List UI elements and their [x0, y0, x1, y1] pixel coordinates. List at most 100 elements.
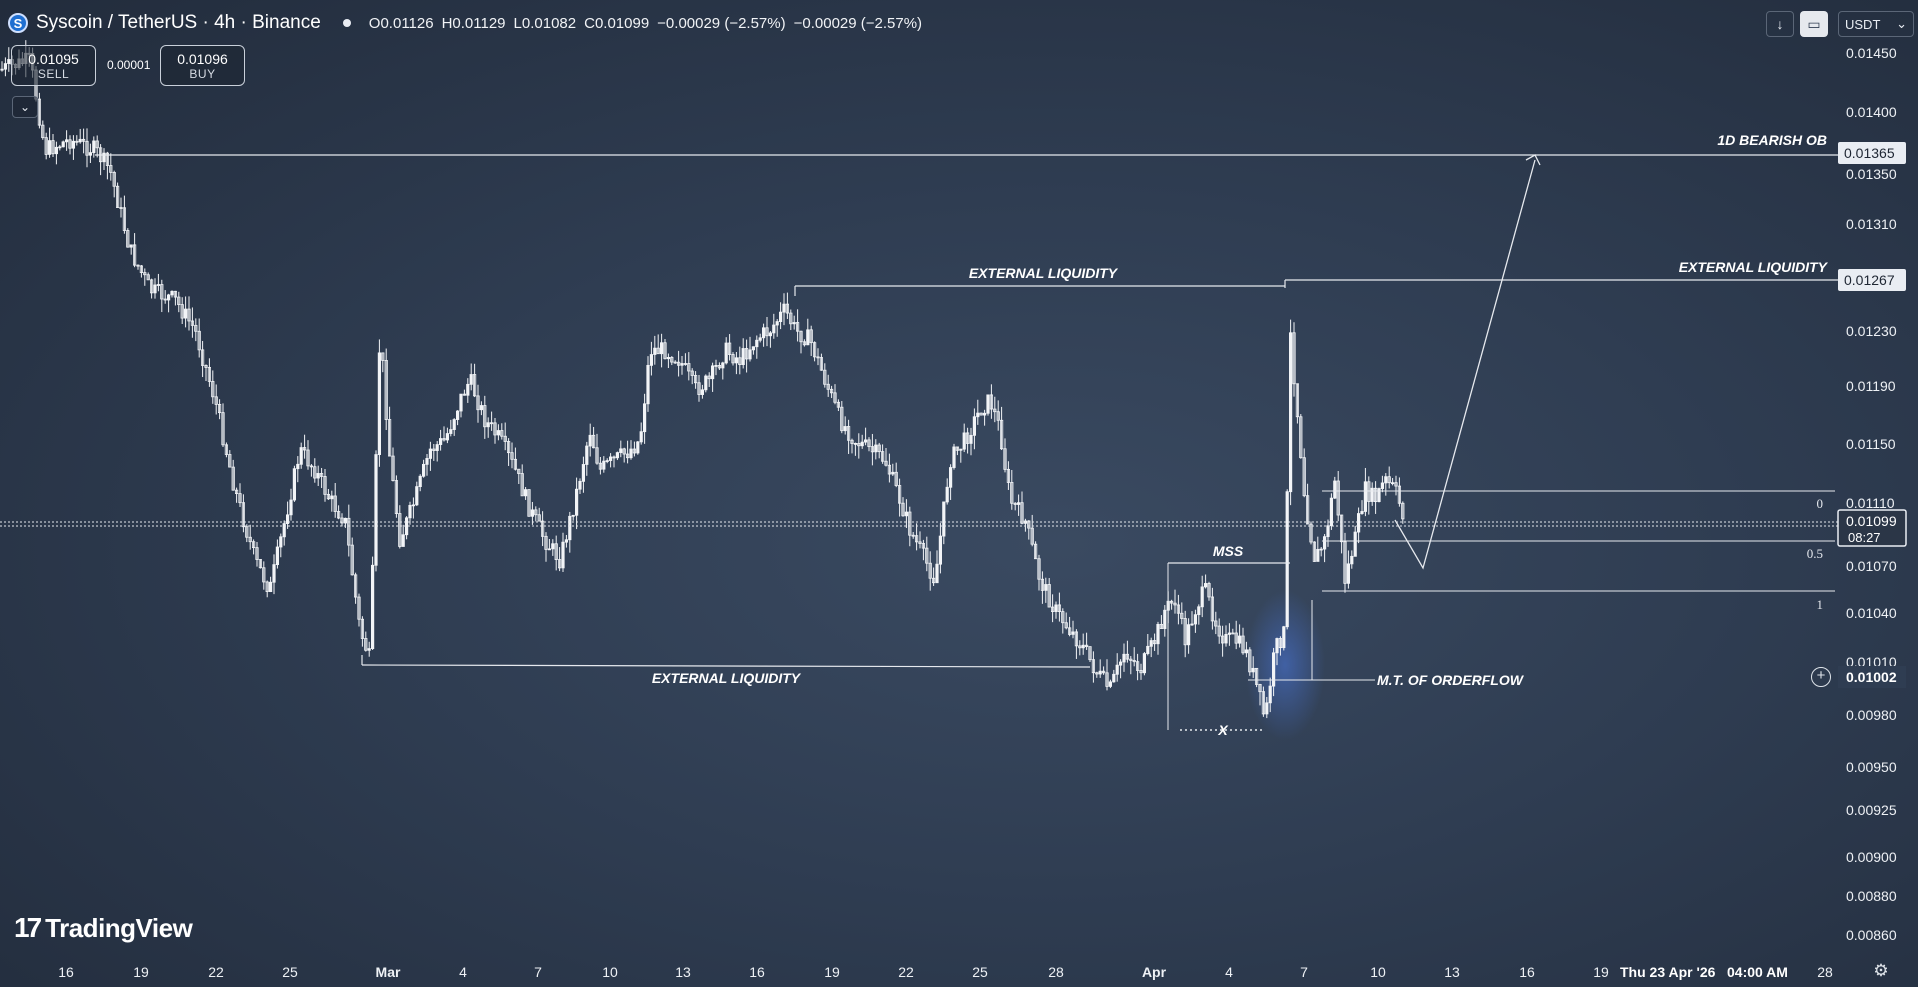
- annotation-label[interactable]: X: [1217, 722, 1229, 738]
- time-axis[interactable]: 16 19 22 25 Mar 4 7 10 13 16 19 22 25 28 Apr 4 7 10 13 16 19…: [58, 964, 1833, 980]
- candle-body: [425, 458, 429, 465]
- candle-body: [843, 426, 847, 432]
- candle: [962, 423, 966, 453]
- annotation-label[interactable]: MSS: [1213, 543, 1244, 559]
- sell-button[interactable]: 0.01095 SELL: [11, 45, 96, 86]
- candle-body: [932, 577, 936, 584]
- candle-body: [568, 515, 572, 541]
- candle-body: [126, 230, 130, 248]
- x-tick-label[interactable]: Mar: [376, 964, 401, 980]
- x-tick-label[interactable]: 28: [1817, 964, 1833, 980]
- x-tick-label[interactable]: 16: [749, 964, 765, 980]
- candle-body: [1020, 502, 1024, 524]
- x-tick-label[interactable]: 13: [1444, 964, 1460, 980]
- candle-body: [200, 349, 205, 366]
- x-tick-label[interactable]: 10: [602, 964, 618, 980]
- price-label-box: [1838, 269, 1906, 291]
- candle-body: [37, 98, 42, 126]
- candle: [299, 442, 303, 469]
- x-tick-label[interactable]: 7: [1300, 964, 1308, 980]
- annotation-label[interactable]: EXTERNAL LIQUIDITY: [1679, 259, 1829, 275]
- x-tick-label[interactable]: 19: [824, 964, 840, 980]
- candle-body: [496, 430, 501, 436]
- candle: [1034, 541, 1038, 560]
- candle: [1306, 483, 1310, 525]
- candle-body: [598, 462, 603, 470]
- ohlc-high: H0.01129: [441, 14, 506, 32]
- projection-arrowhead-icon[interactable]: [1525, 154, 1541, 166]
- sell-price: 0.01095: [28, 50, 79, 67]
- candle-body: [231, 466, 235, 491]
- candle: [330, 490, 334, 512]
- candle: [1115, 653, 1119, 682]
- x-tick-label[interactable]: 13: [675, 964, 691, 980]
- candle-body: [1088, 646, 1092, 661]
- candle: [496, 424, 501, 441]
- candle: [867, 437, 871, 452]
- symbol-title[interactable]: Syscoin / TetherUS · 4h · Binance: [36, 12, 321, 33]
- x-tick-label[interactable]: 4: [459, 964, 467, 980]
- candle: [272, 554, 276, 595]
- x-tick-label[interactable]: 19: [133, 964, 149, 980]
- candle-body: [898, 485, 902, 504]
- x-tick-label[interactable]: 22: [208, 964, 224, 980]
- candle: [1003, 438, 1007, 473]
- candle-body: [1217, 625, 1221, 637]
- candle: [119, 197, 123, 218]
- candle-body: [1333, 480, 1337, 499]
- download-arrow-icon[interactable]: ↓: [1766, 11, 1794, 37]
- candle-body: [285, 514, 290, 524]
- x-tick-label[interactable]: 4: [1225, 964, 1233, 980]
- candle-body: [942, 501, 946, 537]
- candle-body: [687, 363, 691, 372]
- x-tick-label[interactable]: 16: [1519, 964, 1535, 980]
- candle-body: [1190, 623, 1194, 626]
- candle-body: [904, 511, 909, 517]
- gear-icon[interactable]: ⚙: [1873, 961, 1889, 980]
- x-tick-label[interactable]: 7: [534, 964, 542, 980]
- candle-body: [7, 59, 11, 64]
- candle-body: [510, 452, 514, 460]
- x-tick-label[interactable]: 19: [1593, 964, 1609, 980]
- candle-body: [173, 290, 177, 298]
- annotation-label[interactable]: 1D BEARISH OB: [1717, 132, 1827, 148]
- candle-body: [605, 460, 609, 462]
- collapse-chevron-icon[interactable]: ⌄: [12, 96, 38, 118]
- projection-path[interactable]: [1394, 159, 1536, 570]
- plus-circle-icon[interactable]: +: [1811, 667, 1831, 687]
- x-tick-label[interactable]: 28: [1048, 964, 1064, 980]
- x-tick-label[interactable]: Apr: [1142, 964, 1167, 980]
- candle-body: [1221, 635, 1225, 644]
- candle-body: [558, 559, 562, 569]
- screen-toggle-icon[interactable]: ▭: [1800, 11, 1828, 37]
- candle-body: [534, 509, 538, 516]
- currency-select[interactable]: USDT ⌄: [1838, 11, 1914, 37]
- candle-body: [1343, 541, 1347, 584]
- price-axis[interactable]: 0.01450 0.01400 0.01350 0.01310 0.01230 0.011…: [1837, 45, 1907, 943]
- candle-body: [432, 448, 436, 451]
- currency-value: USDT: [1845, 16, 1881, 32]
- candle-body: [680, 363, 684, 366]
- candle: [1176, 594, 1180, 625]
- x-tick-label[interactable]: 16: [58, 964, 74, 980]
- candle: [904, 499, 909, 529]
- external-liquidity-low-line[interactable]: [361, 664, 1091, 668]
- candle: [374, 450, 378, 572]
- annotation-label[interactable]: M.T. OF ORDERFLOW: [1377, 672, 1525, 688]
- x-tick-label[interactable]: 10: [1370, 964, 1386, 980]
- x-tick-label[interactable]: 25: [282, 964, 298, 980]
- candle: [75, 135, 79, 146]
- candle-body: [1261, 691, 1265, 715]
- candle-body: [670, 357, 674, 363]
- candle: [588, 423, 592, 457]
- candle-body: [785, 303, 790, 314]
- candle-body: [1071, 631, 1075, 635]
- annotation-label[interactable]: EXTERNAL LIQUIDITY: [652, 670, 802, 686]
- drawings[interactable]: 1D BEARISH OB EXTERNAL LIQUIDITY EXTERNAL …: [0, 132, 1838, 738]
- annotation-label[interactable]: EXTERNAL LIQUIDITY: [969, 265, 1119, 281]
- x-tick-label[interactable]: 25: [972, 964, 988, 980]
- candle: [561, 532, 565, 573]
- buy-button[interactable]: 0.01096 BUY: [160, 45, 245, 86]
- x-tick-label[interactable]: 22: [898, 964, 914, 980]
